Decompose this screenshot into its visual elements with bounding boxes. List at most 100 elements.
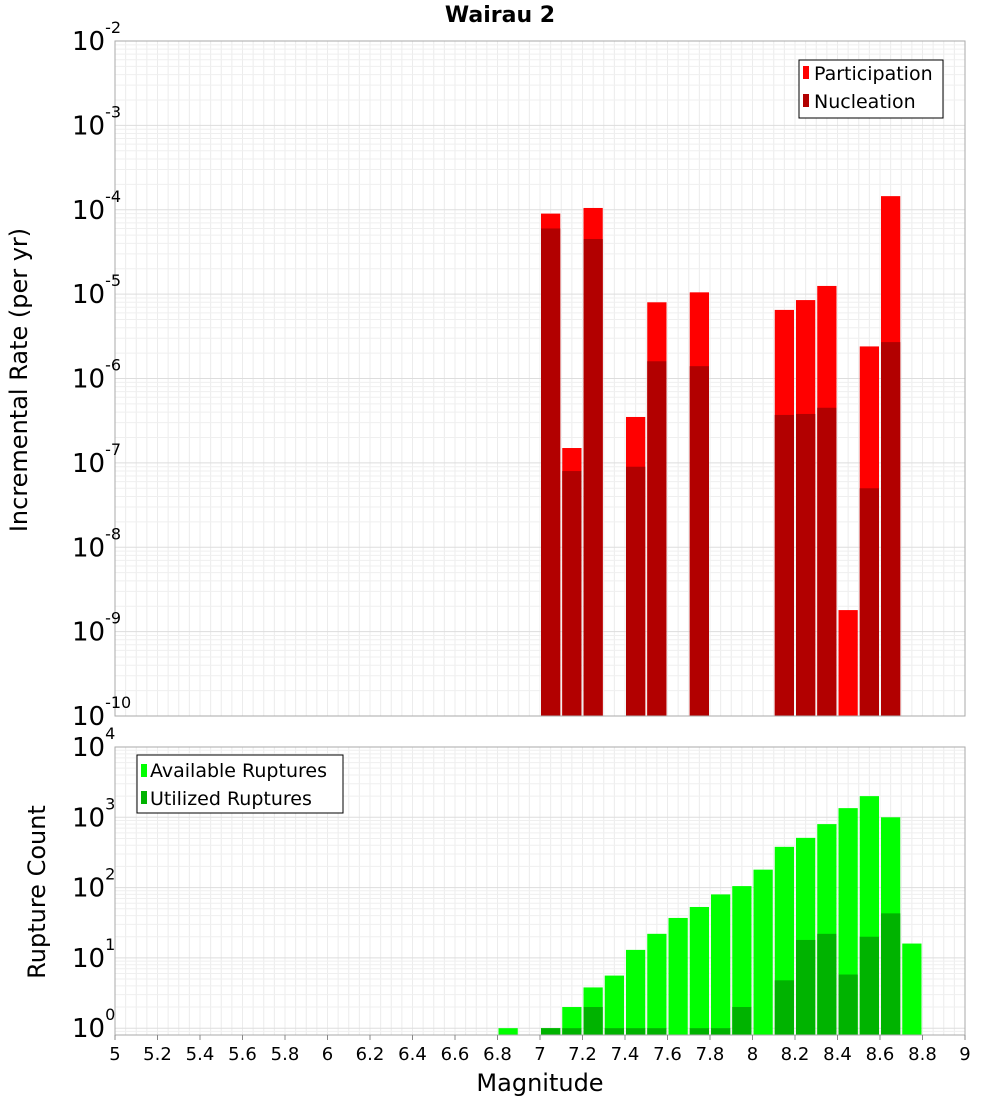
bottom-bar-available-ruptures bbox=[689, 906, 709, 1035]
y-tick-base: 10 bbox=[72, 27, 105, 57]
bottom-bar-utilized-ruptures bbox=[881, 913, 901, 1035]
bottom-legend: Available Ruptures Utilized Ruptures bbox=[136, 754, 344, 814]
y-tick-exponent: 2 bbox=[105, 865, 115, 884]
bottom-legend-box bbox=[136, 754, 344, 814]
legend-label-available: Available Ruptures bbox=[150, 760, 327, 782]
x-tick-label: 7 bbox=[534, 1044, 545, 1065]
y-tick-label: 10-9 bbox=[72, 609, 121, 648]
x-tick-label: 5.8 bbox=[271, 1044, 300, 1065]
top-bar-nucleation bbox=[626, 466, 646, 716]
bottom-x-ticks: 5 5.2 5.4 5.6 5.8 6 6.2 6.4 6.6 6.8 7 7.2 7.4 7.6 7.8 8… bbox=[109, 1035, 971, 1065]
top-bar-nucleation bbox=[859, 488, 879, 716]
bottom-bar-available-ruptures bbox=[562, 1007, 582, 1035]
x-tick-label: 5.6 bbox=[228, 1044, 257, 1065]
y-tick-label: 102 bbox=[72, 865, 115, 904]
y-tick-exponent: -5 bbox=[105, 271, 121, 290]
y-tick-label: 10-6 bbox=[72, 356, 121, 395]
x-tick-label: 6.4 bbox=[398, 1044, 427, 1065]
x-tick-label: 8.2 bbox=[781, 1044, 810, 1065]
x-tick-label: 9 bbox=[959, 1044, 970, 1065]
y-tick-base: 10 bbox=[72, 874, 105, 904]
y-tick-label: 10-3 bbox=[72, 102, 121, 141]
y-tick-exponent: -8 bbox=[105, 524, 121, 543]
x-tick-label: 7.2 bbox=[568, 1044, 597, 1065]
bottom-bar-utilized-ruptures bbox=[711, 1028, 731, 1035]
x-tick-label: 8 bbox=[747, 1044, 758, 1065]
y-tick-exponent: 1 bbox=[105, 935, 115, 954]
x-tick-label: 6 bbox=[322, 1044, 333, 1065]
bottom-bar-utilized-ruptures bbox=[774, 980, 794, 1035]
x-tick-label: 5.4 bbox=[186, 1044, 215, 1065]
top-bar-nucleation bbox=[817, 407, 837, 716]
y-tick-base: 10 bbox=[72, 944, 105, 974]
bottom-bar-utilized-ruptures bbox=[838, 974, 858, 1035]
bottom-bar-utilized-ruptures bbox=[817, 933, 837, 1035]
y-tick-exponent: 0 bbox=[105, 1005, 115, 1024]
y-tick-exponent: -7 bbox=[105, 440, 121, 459]
bottom-bar-available-ruptures bbox=[626, 949, 646, 1035]
top-bar-nucleation bbox=[541, 228, 561, 716]
bottom-bar-available-ruptures bbox=[753, 869, 773, 1035]
y-tick-exponent: 4 bbox=[105, 724, 115, 743]
y-tick-label: 101 bbox=[72, 935, 115, 974]
y-tick-label: 10-8 bbox=[72, 524, 121, 563]
top-bar-nucleation bbox=[689, 366, 709, 716]
top-bar-participation bbox=[838, 610, 858, 716]
bottom-bar-utilized-ruptures bbox=[583, 1007, 603, 1035]
bottom-bar-available-ruptures bbox=[498, 1028, 518, 1035]
legend-label-utilized: Utilized Ruptures bbox=[150, 788, 312, 810]
legend-swatch-participation bbox=[803, 66, 809, 79]
y-tick-label: 10-5 bbox=[72, 271, 121, 310]
y-tick-label: 104 bbox=[72, 724, 115, 763]
bottom-bar-utilized-ruptures bbox=[604, 1028, 624, 1035]
y-tick-base: 10 bbox=[72, 449, 105, 479]
bottom-bar-utilized-ruptures bbox=[647, 1028, 667, 1035]
bottom-bar-available-ruptures bbox=[604, 975, 624, 1035]
bottom-bar-utilized-ruptures bbox=[859, 936, 879, 1035]
top-plot-border bbox=[114, 40, 966, 717]
y-tick-base: 10 bbox=[72, 618, 105, 648]
top-bars bbox=[541, 196, 901, 717]
legend-swatch-available bbox=[141, 764, 147, 777]
y-tick-exponent: -10 bbox=[105, 693, 131, 712]
top-legend: Participation Nucleation bbox=[798, 59, 944, 119]
y-tick-label: 10-10 bbox=[72, 693, 131, 732]
bottom-bar-available-ruptures bbox=[902, 943, 922, 1035]
legend-swatch-utilized bbox=[141, 791, 147, 804]
y-tick-base: 10 bbox=[72, 365, 105, 395]
x-tick-label: 7.8 bbox=[696, 1044, 725, 1065]
bottom-bar-available-ruptures bbox=[711, 894, 731, 1035]
x-tick-label: 7.4 bbox=[611, 1044, 640, 1065]
chart-title: Wairau 2 bbox=[445, 3, 555, 28]
y-tick-label: 100 bbox=[72, 1005, 115, 1044]
legend-label-nucleation: Nucleation bbox=[814, 91, 916, 113]
top-bar-nucleation bbox=[881, 342, 901, 716]
legend-swatch-nucleation bbox=[803, 94, 809, 107]
y-tick-exponent: 3 bbox=[105, 794, 115, 813]
y-tick-base: 10 bbox=[72, 702, 105, 732]
x-tick-label: 6.6 bbox=[441, 1044, 470, 1065]
top-bar-nucleation bbox=[647, 361, 667, 716]
bottom-bar-utilized-ruptures bbox=[562, 1028, 582, 1035]
bottom-bar-available-ruptures bbox=[732, 886, 752, 1035]
top-bar-nucleation bbox=[774, 414, 794, 716]
y-tick-base: 10 bbox=[72, 533, 105, 563]
x-tick-label: 5.2 bbox=[143, 1044, 172, 1065]
y-tick-label: 10-2 bbox=[72, 18, 121, 57]
x-tick-label: 8.8 bbox=[908, 1044, 937, 1065]
y-tick-label: 103 bbox=[72, 794, 115, 833]
bottom-bar-utilized-ruptures bbox=[796, 939, 816, 1035]
x-tick-label: 8.6 bbox=[866, 1044, 895, 1065]
bottom-y-axis-label: Rupture Count bbox=[23, 805, 51, 979]
y-tick-base: 10 bbox=[72, 196, 105, 226]
x-tick-label: 7.6 bbox=[653, 1044, 682, 1065]
bottom-bar-available-ruptures bbox=[647, 933, 667, 1035]
x-tick-label: 5 bbox=[109, 1044, 120, 1065]
top-y-axis-label: Incremental Rate (per yr) bbox=[5, 228, 33, 532]
y-tick-exponent: -6 bbox=[105, 356, 121, 375]
bottom-bar-utilized-ruptures bbox=[732, 1007, 752, 1035]
